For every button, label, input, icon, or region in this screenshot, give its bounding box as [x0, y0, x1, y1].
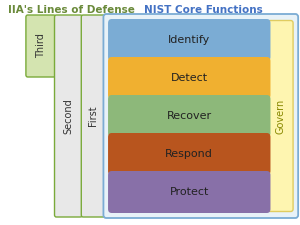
FancyBboxPatch shape: [26, 15, 56, 77]
Text: Respond: Respond: [165, 149, 213, 159]
FancyBboxPatch shape: [81, 15, 105, 217]
FancyBboxPatch shape: [55, 15, 82, 217]
Text: NIST Core Functions: NIST Core Functions: [144, 5, 262, 15]
FancyBboxPatch shape: [103, 14, 298, 218]
FancyBboxPatch shape: [108, 171, 271, 213]
Text: Detect: Detect: [171, 73, 208, 83]
FancyBboxPatch shape: [108, 95, 271, 137]
Text: Recover: Recover: [167, 111, 212, 121]
FancyBboxPatch shape: [268, 20, 293, 212]
Text: Second: Second: [63, 98, 74, 134]
Text: IIA's Lines of Defense: IIA's Lines of Defense: [8, 5, 135, 15]
Text: Identify: Identify: [168, 35, 210, 45]
Text: First: First: [88, 106, 98, 126]
FancyBboxPatch shape: [108, 57, 271, 99]
Text: Third: Third: [36, 34, 46, 58]
FancyBboxPatch shape: [108, 19, 271, 61]
FancyBboxPatch shape: [108, 133, 271, 175]
Text: Protect: Protect: [169, 187, 209, 197]
Text: Govern: Govern: [276, 98, 286, 134]
